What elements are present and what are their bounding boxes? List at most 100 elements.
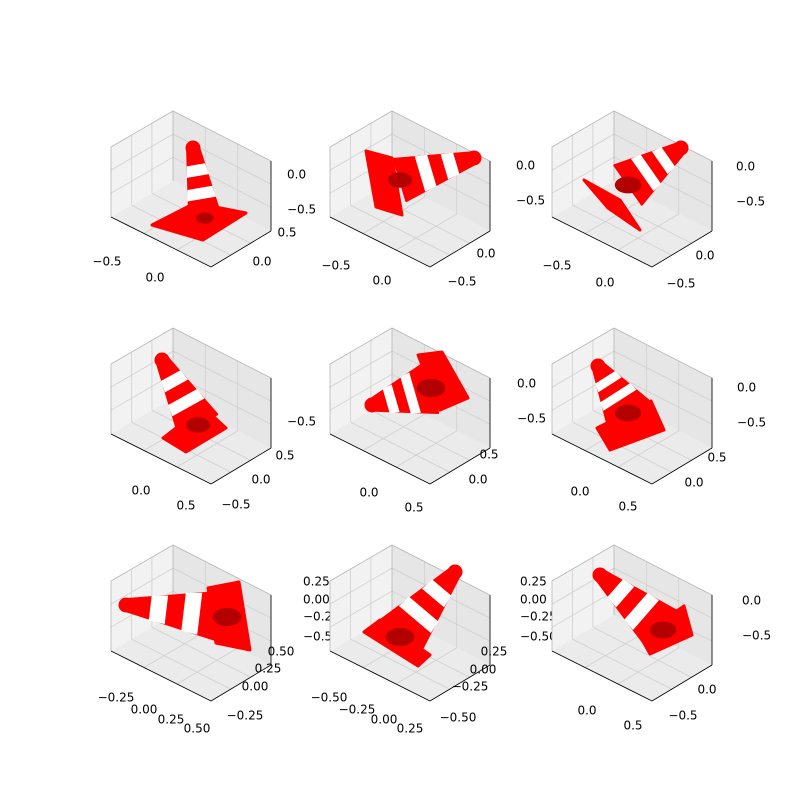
cone-base-mat: [364, 149, 404, 217]
z-tick-label: 0.00: [303, 593, 330, 607]
x-tick-label: 0.5: [176, 499, 195, 513]
cone-stripe: [187, 185, 217, 202]
x-tick-label: 0.5: [404, 501, 423, 515]
y-tick-label: 0.25: [481, 645, 508, 659]
axis-lines: [551, 595, 713, 702]
y-tick-label: 0.5: [277, 226, 296, 240]
cone-tip: [590, 358, 606, 374]
y-tick-label: 0.5: [479, 448, 498, 462]
cone-tip: [118, 597, 134, 613]
subplot-9: 0.00.50.0−0.50.0−0.5: [551, 544, 771, 733]
x-tick-label: −0.25: [339, 703, 376, 717]
y-tick-label: 0.0: [476, 247, 495, 261]
x-tick-label: −0.25: [98, 691, 135, 705]
left-pane: [111, 111, 173, 217]
axis-lines: [551, 161, 713, 268]
subplot-5: 0.0 0.5 0.5 0.0 0.0 −0.5: [329, 327, 546, 515]
z-tick-label: 0.00: [520, 593, 547, 607]
y-tick-label: 0.0: [695, 249, 714, 263]
z-tick-label: −0.5: [737, 416, 766, 430]
y-tick-label: −0.5: [666, 277, 695, 291]
cone-stripe: [600, 383, 637, 411]
cone-tip: [466, 150, 482, 166]
z-tick-label: −0.50: [520, 630, 557, 644]
floor-pane: [111, 615, 271, 701]
axis-lines: [110, 595, 272, 702]
axis-lines: [329, 595, 491, 702]
subplot-1: −0.5 0.0 0.5 0.0 0.0 −0.5: [92, 110, 316, 285]
y-tick-label: 0.0: [252, 255, 271, 269]
cone-tip: [447, 564, 463, 580]
floor-pane: [330, 398, 490, 484]
x-tick-label: 0.50: [184, 722, 211, 736]
cone-opening: [614, 404, 642, 422]
cone-stripe: [631, 154, 661, 192]
cone-stripe: [148, 595, 169, 625]
x-tick-label: 0.0: [372, 274, 391, 288]
x-tick-label: −0.5: [542, 259, 571, 273]
z-tick-label: −0.25: [520, 610, 557, 624]
cone-base-mat: [582, 178, 642, 232]
y-tick-label: 0.5: [275, 449, 294, 463]
x-tick-label: 0.25: [397, 722, 424, 736]
z-tick-label: 0.0: [517, 377, 536, 391]
y-tick-label: 0.0: [251, 473, 270, 487]
x-tick-label: 0.0: [131, 484, 150, 498]
floor-pane: [552, 615, 712, 701]
z-tick-label: −0.5: [287, 415, 316, 429]
cone-stripe: [440, 152, 460, 180]
cone-opening: [385, 627, 415, 647]
y-tick-label: −0.5: [668, 709, 697, 723]
y-tick-label: 0.00: [242, 680, 269, 694]
x-tick-label: 0.00: [131, 703, 158, 717]
cone-opening: [614, 176, 642, 194]
cone-tip: [673, 140, 689, 156]
x-tick-label: 0.0: [570, 485, 589, 499]
z-tick-label: −0.5: [517, 412, 546, 426]
cone-stripe: [624, 593, 659, 630]
cone-tip: [364, 397, 380, 413]
cone-stripe: [422, 579, 452, 608]
y-tick-label: −0.25: [227, 709, 264, 723]
axis-lines: [110, 161, 272, 268]
y-tick-label: 0.0: [684, 476, 703, 490]
cone-stripe: [186, 163, 209, 178]
z-tick-label: 0.0: [737, 381, 756, 395]
y-tick-label: 0.0: [697, 683, 716, 697]
z-tick-label: 0.0: [516, 159, 535, 173]
z-tick-label: 0.25: [520, 575, 547, 589]
z-tick-label: 0.0: [287, 168, 306, 182]
cone-stripe: [382, 384, 400, 413]
x-tick-label: 0.0: [577, 704, 596, 718]
y-tick-label: −0.5: [447, 275, 476, 289]
cone-opening: [387, 172, 413, 188]
cone-tip: [185, 140, 201, 156]
y-tick-label: 0.50: [268, 645, 295, 659]
axis-lines: [329, 161, 491, 268]
z-tick-label: −0.5: [516, 194, 545, 208]
cone-stripe: [168, 389, 205, 417]
z-tick-label: 0.0: [742, 594, 761, 608]
subplot-8: −0.50−0.250.000.250.250.00−0.25−0.500.25…: [311, 544, 557, 736]
y-tick-label: 0.0: [468, 473, 487, 487]
cone-opening: [185, 417, 211, 433]
z-tick-label: 0.25: [303, 575, 330, 589]
x-tick-label: −0.5: [92, 255, 121, 269]
cone-tip: [592, 567, 608, 583]
left-pane: [330, 111, 392, 217]
y-tick-label: 0.25: [255, 662, 282, 676]
left-pane: [330, 545, 392, 651]
left-pane: [330, 328, 392, 434]
cone-stripe: [414, 154, 437, 192]
subplot-4: 0.00.50.50.0−0.5−0.5: [110, 327, 316, 513]
y-tick-label: 0.5: [707, 451, 726, 465]
left-pane: [552, 111, 614, 217]
back-pane: [614, 328, 712, 448]
x-tick-label: −0.5: [321, 259, 350, 273]
axis-lines: [551, 378, 713, 485]
x-tick-label: 0.0: [359, 486, 378, 500]
x-tick-label: 0.0: [145, 271, 164, 285]
subplot-2: −0.50.00.0−0.50.0−0.5: [321, 110, 545, 289]
cone-stripe: [398, 596, 439, 634]
